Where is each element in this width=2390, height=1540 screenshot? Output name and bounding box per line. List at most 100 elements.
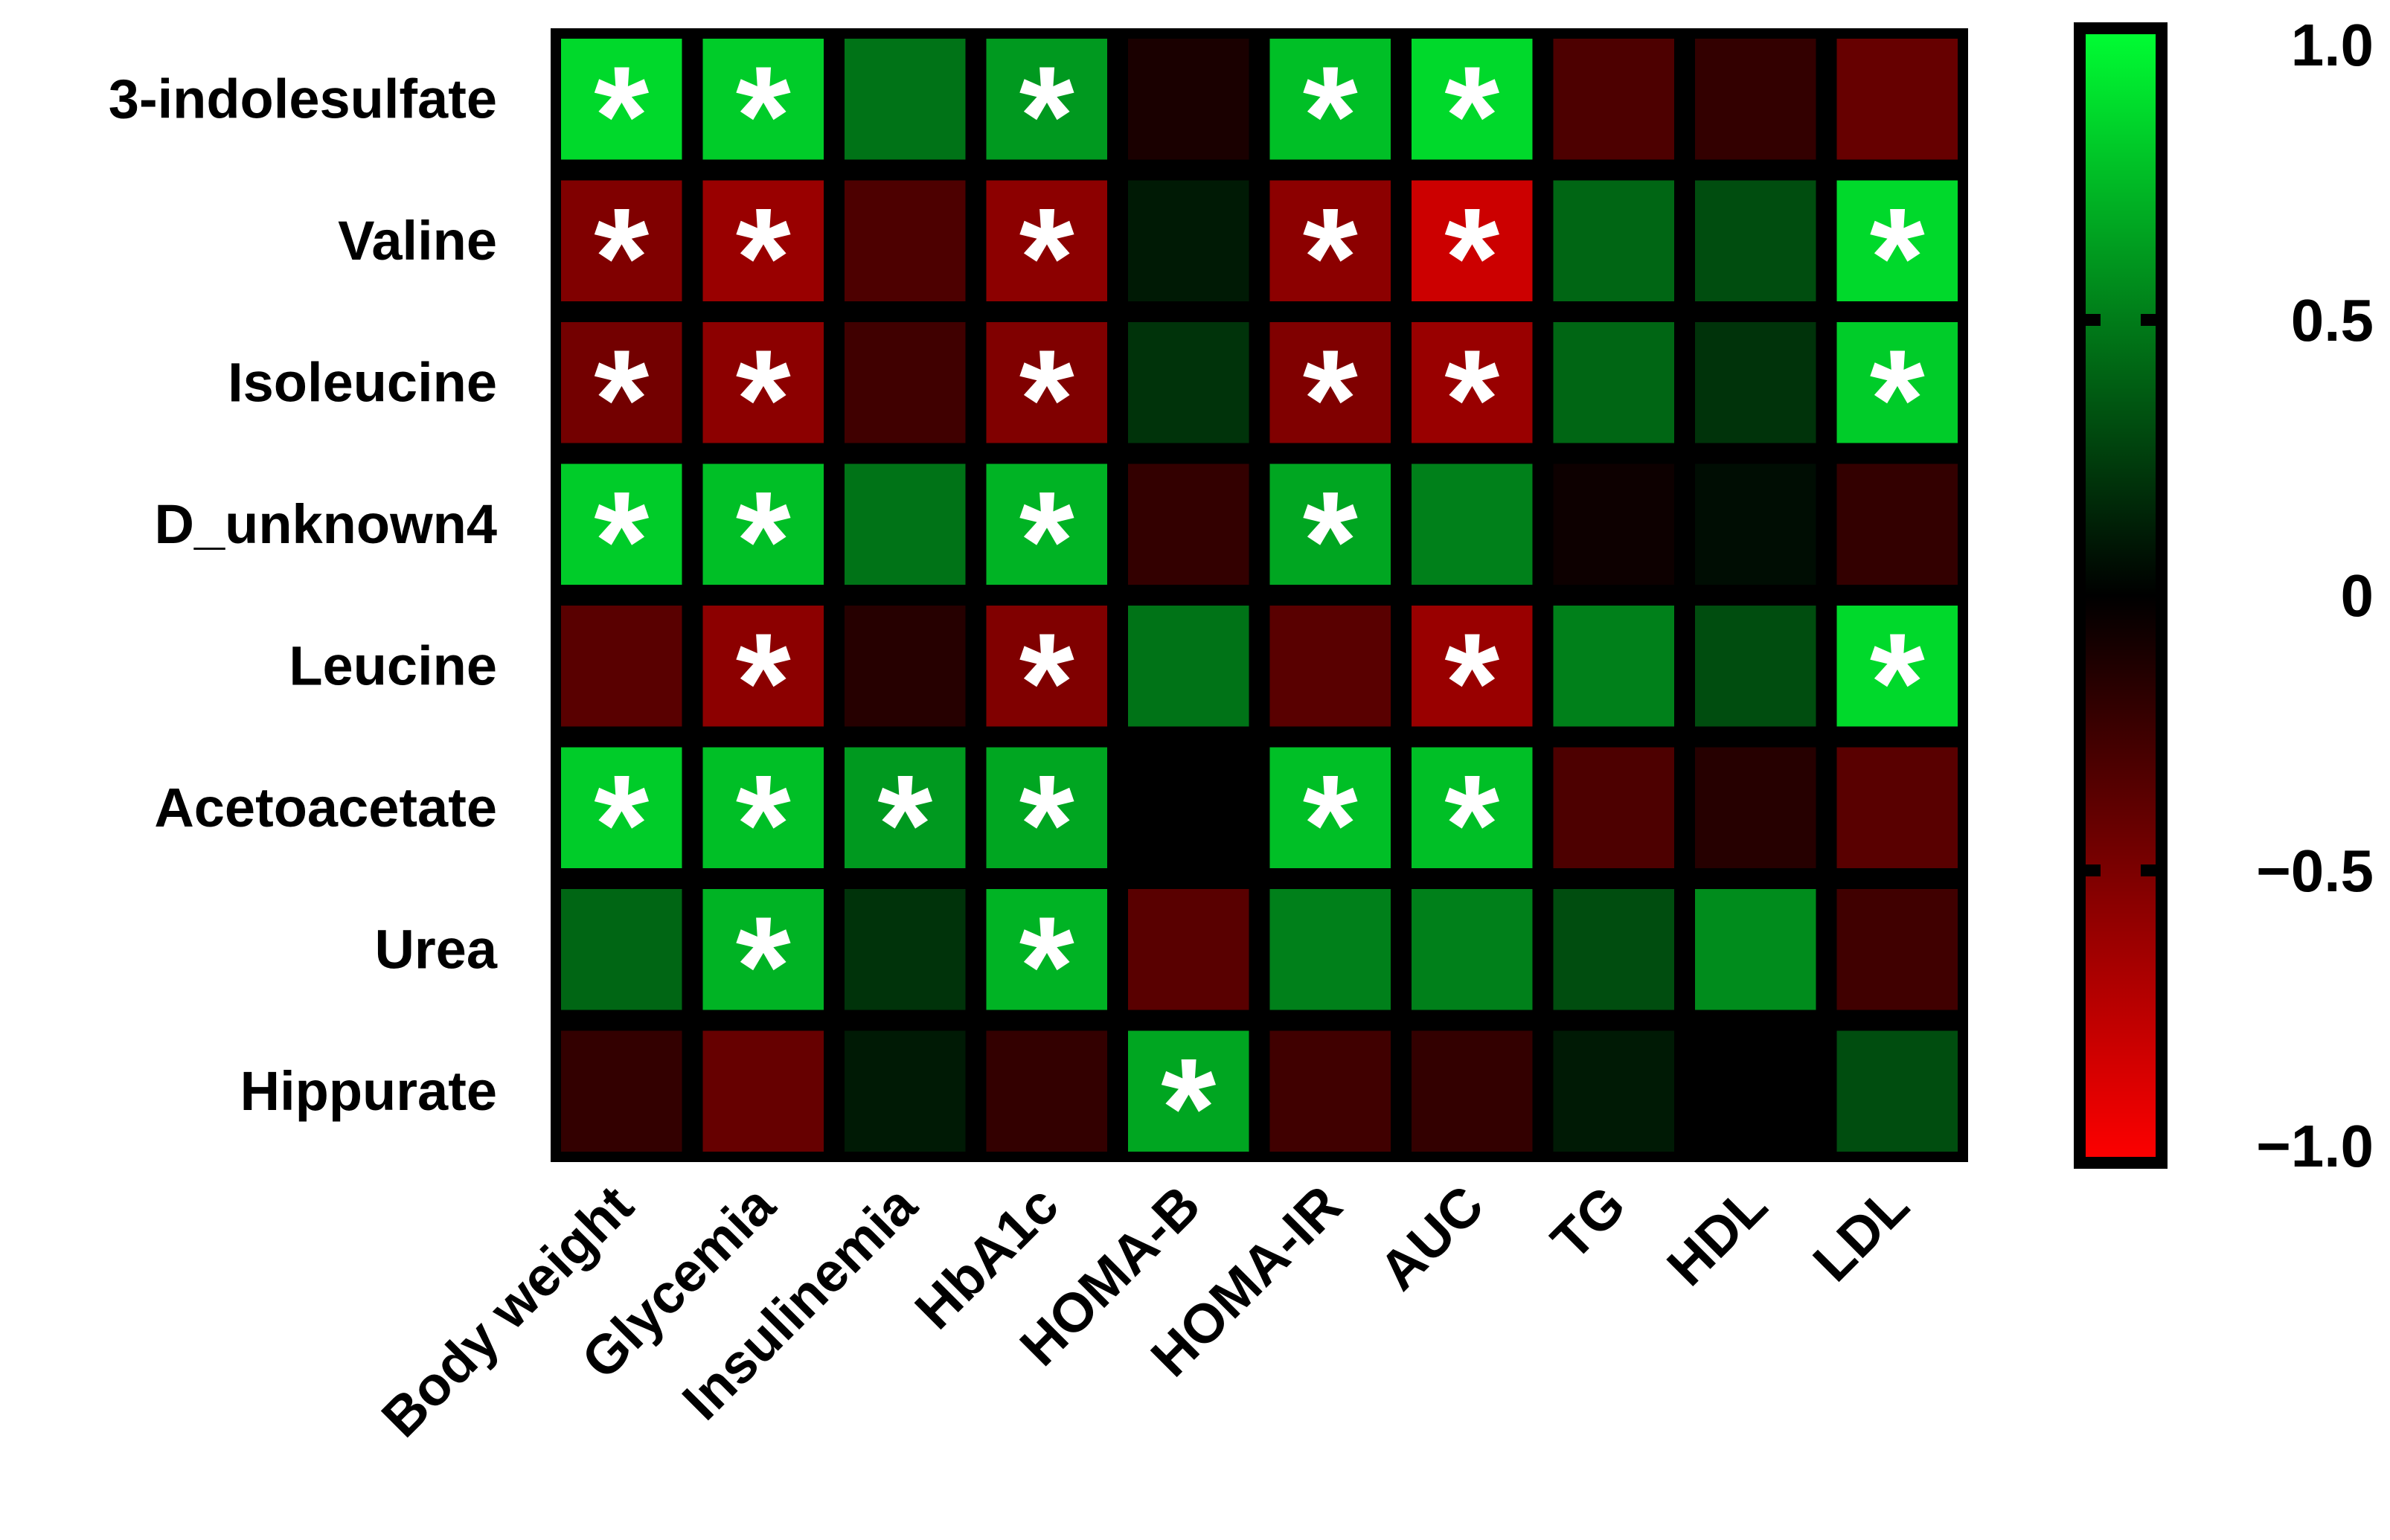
significance-asterisk: *: [1019, 604, 1074, 762]
significance-asterisk: *: [1019, 179, 1074, 337]
heatmap-cell: [702, 39, 824, 160]
heatmap-cell: [1695, 180, 1816, 301]
heatmap-cell: [845, 1030, 966, 1152]
heatmap-cell: [561, 180, 682, 301]
column-label: HDL: [1655, 1174, 1778, 1297]
heatmap-cell: [1695, 463, 1816, 585]
row-label: Isoleucine: [228, 351, 497, 413]
heatmap-cell: [1695, 322, 1816, 443]
heatmap-cell: [1269, 322, 1391, 443]
heatmap-cell: [1553, 39, 1674, 160]
heatmap-cell: [986, 322, 1107, 443]
heatmap-cell: [1695, 889, 1816, 1010]
significance-asterisk: *: [736, 746, 791, 904]
significance-asterisk: *: [1019, 321, 1074, 478]
heatmap-cell: [845, 606, 966, 727]
heatmap-cell: [1128, 322, 1249, 443]
heatmap-cell: [845, 747, 966, 868]
row-label: Acetoacetate: [154, 777, 497, 838]
row-label: 3-indolesulfate: [109, 68, 497, 129]
heatmap-cell: [1412, 463, 1533, 585]
color-scale-tick-label: 0.5: [2291, 287, 2374, 353]
significance-asterisk: *: [736, 179, 791, 337]
significance-asterisk: *: [1444, 604, 1499, 762]
heatmap-cell: [702, 463, 824, 585]
significance-asterisk: *: [1870, 604, 1925, 762]
heatmap-cell: [561, 1030, 682, 1152]
significance-asterisk: *: [1161, 1030, 1216, 1187]
heatmap-cell: [1695, 747, 1816, 868]
color-scale-tick-label: 1.0: [2291, 12, 2374, 78]
significance-asterisk: *: [736, 321, 791, 478]
heatmap-cell: [1836, 1030, 1958, 1152]
heatmap-cell: [1269, 1030, 1391, 1152]
column-label: LDL: [1801, 1174, 1920, 1293]
heatmap-cell: [702, 322, 824, 443]
significance-asterisk: *: [594, 37, 649, 195]
heatmap-cell: [1836, 180, 1958, 301]
significance-asterisk: *: [1303, 321, 1358, 478]
color-scale-legend: 1.0 0.5 0 −0.5 −1.0: [2074, 12, 2374, 1179]
heatmap-cell: [1412, 180, 1533, 301]
heatmap-cell: [561, 39, 682, 160]
heatmap-cell: [986, 463, 1107, 585]
heatmap-cell: [1412, 606, 1533, 727]
heatmap-cell: [1836, 322, 1958, 443]
column-label: AUC: [1368, 1174, 1496, 1302]
column-label: Body weight: [370, 1174, 645, 1449]
heatmap-cell: [561, 463, 682, 585]
heatmap-cell: [845, 39, 966, 160]
color-scale-tick-label: −0.5: [2256, 838, 2374, 904]
significance-asterisk: *: [1303, 746, 1358, 904]
heatmap-cell: [1836, 747, 1958, 868]
significance-asterisk: *: [594, 321, 649, 478]
row-label: Leucine: [289, 635, 497, 696]
heatmap-cell: [1695, 39, 1816, 160]
heatmap-cell: [1128, 889, 1249, 1010]
heatmap-cell: [986, 1030, 1107, 1152]
heatmap-cell: [1269, 180, 1391, 301]
row-label: Urea: [374, 918, 497, 980]
row-label: Valine: [338, 210, 497, 272]
heatmap-cell: [1553, 463, 1674, 585]
heatmap-cell: [1553, 606, 1674, 727]
heatmap-cell: [1836, 606, 1958, 727]
heatmap-cell: [1695, 606, 1816, 727]
heatmap-cell: [1128, 180, 1249, 301]
color-scale-tick-label: 0: [2341, 562, 2374, 629]
heatmap-cell: [845, 463, 966, 585]
heatmap-cell: [1269, 463, 1391, 585]
significance-asterisk: *: [1019, 463, 1074, 620]
significance-asterisk: *: [1303, 463, 1358, 620]
heatmap-cell: [986, 606, 1107, 727]
heatmap-cell: [1836, 463, 1958, 585]
row-labels: 3-indolesulfate Valine Isoleucine D_unknown…: [109, 68, 498, 1122]
heatmap-cell: [561, 606, 682, 727]
heatmap-grid: * * * * ** * * * * ** * * * * ** * * ** * * ** * * * * ** **: [551, 28, 1968, 1187]
heatmap-cell: [986, 180, 1107, 301]
heatmap-cell: [702, 180, 824, 301]
heatmap-cell: [986, 889, 1107, 1010]
significance-asterisk: *: [736, 37, 791, 195]
row-label: Hippurate: [240, 1060, 497, 1122]
heatmap-cell: [1695, 1030, 1816, 1152]
heatmap-cell: [986, 747, 1107, 868]
significance-asterisk: *: [1444, 321, 1499, 478]
heatmap-cell: [845, 180, 966, 301]
heatmap-cell: [702, 606, 824, 727]
heatmap-cell: [845, 322, 966, 443]
heatmap-cell: [1269, 747, 1391, 868]
heatmap-cell: [1553, 180, 1674, 301]
significance-asterisk: *: [1019, 746, 1074, 904]
heatmap-cell: [1553, 889, 1674, 1010]
heatmap-cell: [561, 747, 682, 868]
significance-asterisk: *: [1019, 888, 1074, 1045]
significance-asterisk: *: [1303, 37, 1358, 195]
heatmap-cell: [702, 747, 824, 868]
heatmap-cell: [1128, 747, 1249, 868]
heatmap-cell: [1128, 39, 1249, 160]
heatmap-cell: [1836, 39, 1958, 160]
heatmap-cell: [1128, 463, 1249, 585]
heatmap-cell: [702, 889, 824, 1010]
